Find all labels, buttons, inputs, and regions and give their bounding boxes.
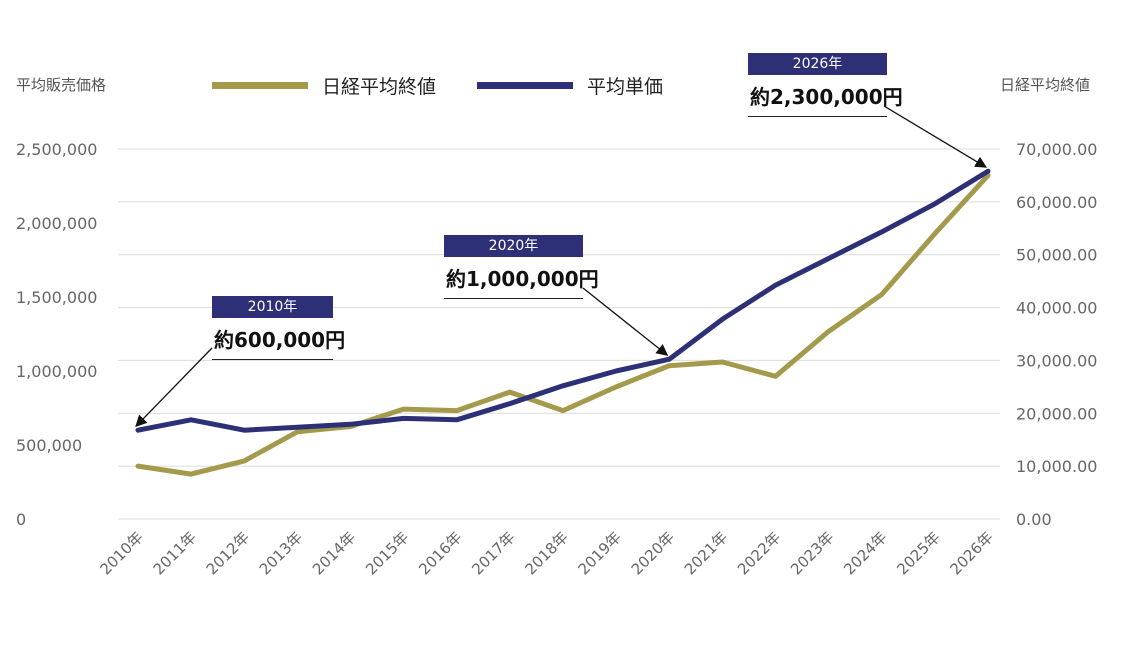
right-tick-label: 30,000.00	[1016, 351, 1097, 370]
left-tick-label: 500,000	[16, 436, 82, 455]
x-tick-label: 2012年	[203, 528, 253, 578]
left-tick-label: 2,000,000	[16, 214, 97, 233]
x-tick-label: 2022年	[734, 528, 784, 578]
series-line-price	[135, 168, 991, 433]
right-tick-label: 0.00	[1016, 510, 1052, 529]
callout-2010: 2010年 約600,000円	[212, 296, 345, 360]
callout-arrow	[135, 347, 213, 428]
x-tick-label: 2011年	[150, 528, 200, 578]
x-tick-label: 2013年	[256, 528, 306, 578]
left-tick-label: 1,000,000	[16, 362, 97, 381]
right-tick-label: 40,000.00	[1016, 299, 1097, 318]
callout-arrows	[135, 105, 988, 428]
callout-amount-2010: 約600,000円	[212, 318, 345, 360]
x-tick-label: 2018年	[521, 528, 571, 578]
right-tick-label: 70,000.00	[1016, 140, 1097, 159]
legend-item-nikkei: 日経平均終値	[212, 72, 436, 99]
callout-year-2026: 2026年	[748, 53, 887, 75]
left-tick-label: 2,500,000	[16, 140, 97, 159]
x-tick-label: 2021年	[681, 528, 731, 578]
x-tick-label: 2019年	[575, 528, 625, 578]
legend-item-price: 平均単価	[477, 72, 663, 99]
x-tick-label: 2020年	[628, 528, 678, 578]
left-tick-label: 0	[16, 510, 26, 529]
right-axis-title: 日経平均終値	[1000, 76, 1091, 94]
right-tick-label: 10,000.00	[1016, 457, 1097, 476]
x-tick-label: 2016年	[415, 528, 465, 578]
series-line-nikkei	[135, 172, 991, 477]
callout-arrow	[883, 105, 988, 168]
legend-label-nikkei: 日経平均終値	[322, 76, 437, 98]
right-tick-label: 20,000.00	[1016, 404, 1097, 423]
left-axis-title: 平均販売価格	[16, 76, 107, 94]
callout-2020: 2020年 約1,000,000円	[444, 235, 599, 299]
x-tick-label: 2010年	[96, 528, 146, 578]
x-tick-label: 2025年	[893, 528, 943, 578]
callout-year-2010: 2010年	[212, 296, 333, 318]
callout-arrow	[582, 287, 669, 356]
x-axis-ticks: 2010年 2011年 2012年 2013年 2014年 2015年 2016年 2017年…	[96, 528, 996, 578]
x-tick-label: 2024年	[840, 528, 890, 578]
left-axis-ticks: 0 500,000 1,000,000 1,500,000 2,000,000 2,500…	[16, 140, 97, 529]
callout-amount-2020: 約1,000,000円	[444, 257, 599, 299]
callout-year-2020: 2020年	[444, 235, 583, 257]
right-tick-label: 50,000.00	[1016, 246, 1097, 265]
x-tick-label: 2015年	[362, 528, 412, 578]
legend-label-price: 平均単価	[587, 76, 664, 98]
left-tick-label: 1,500,000	[16, 288, 97, 307]
x-tick-label: 2023年	[787, 528, 837, 578]
series-lines	[135, 168, 991, 477]
x-tick-label: 2026年	[946, 528, 996, 578]
x-tick-label: 2014年	[309, 528, 359, 578]
legend-swatch-nikkei	[212, 82, 308, 89]
legend-swatch-price	[477, 82, 573, 89]
callout-2026: 2026年 約2,300,000円	[748, 53, 903, 117]
x-tick-label: 2017年	[468, 528, 518, 578]
callout-amount-2026: 約2,300,000円	[748, 75, 903, 117]
right-axis-ticks: 0.00 10,000.00 20,000.00 30,000.00 40,000.00…	[1016, 140, 1097, 529]
right-tick-label: 60,000.00	[1016, 193, 1097, 212]
